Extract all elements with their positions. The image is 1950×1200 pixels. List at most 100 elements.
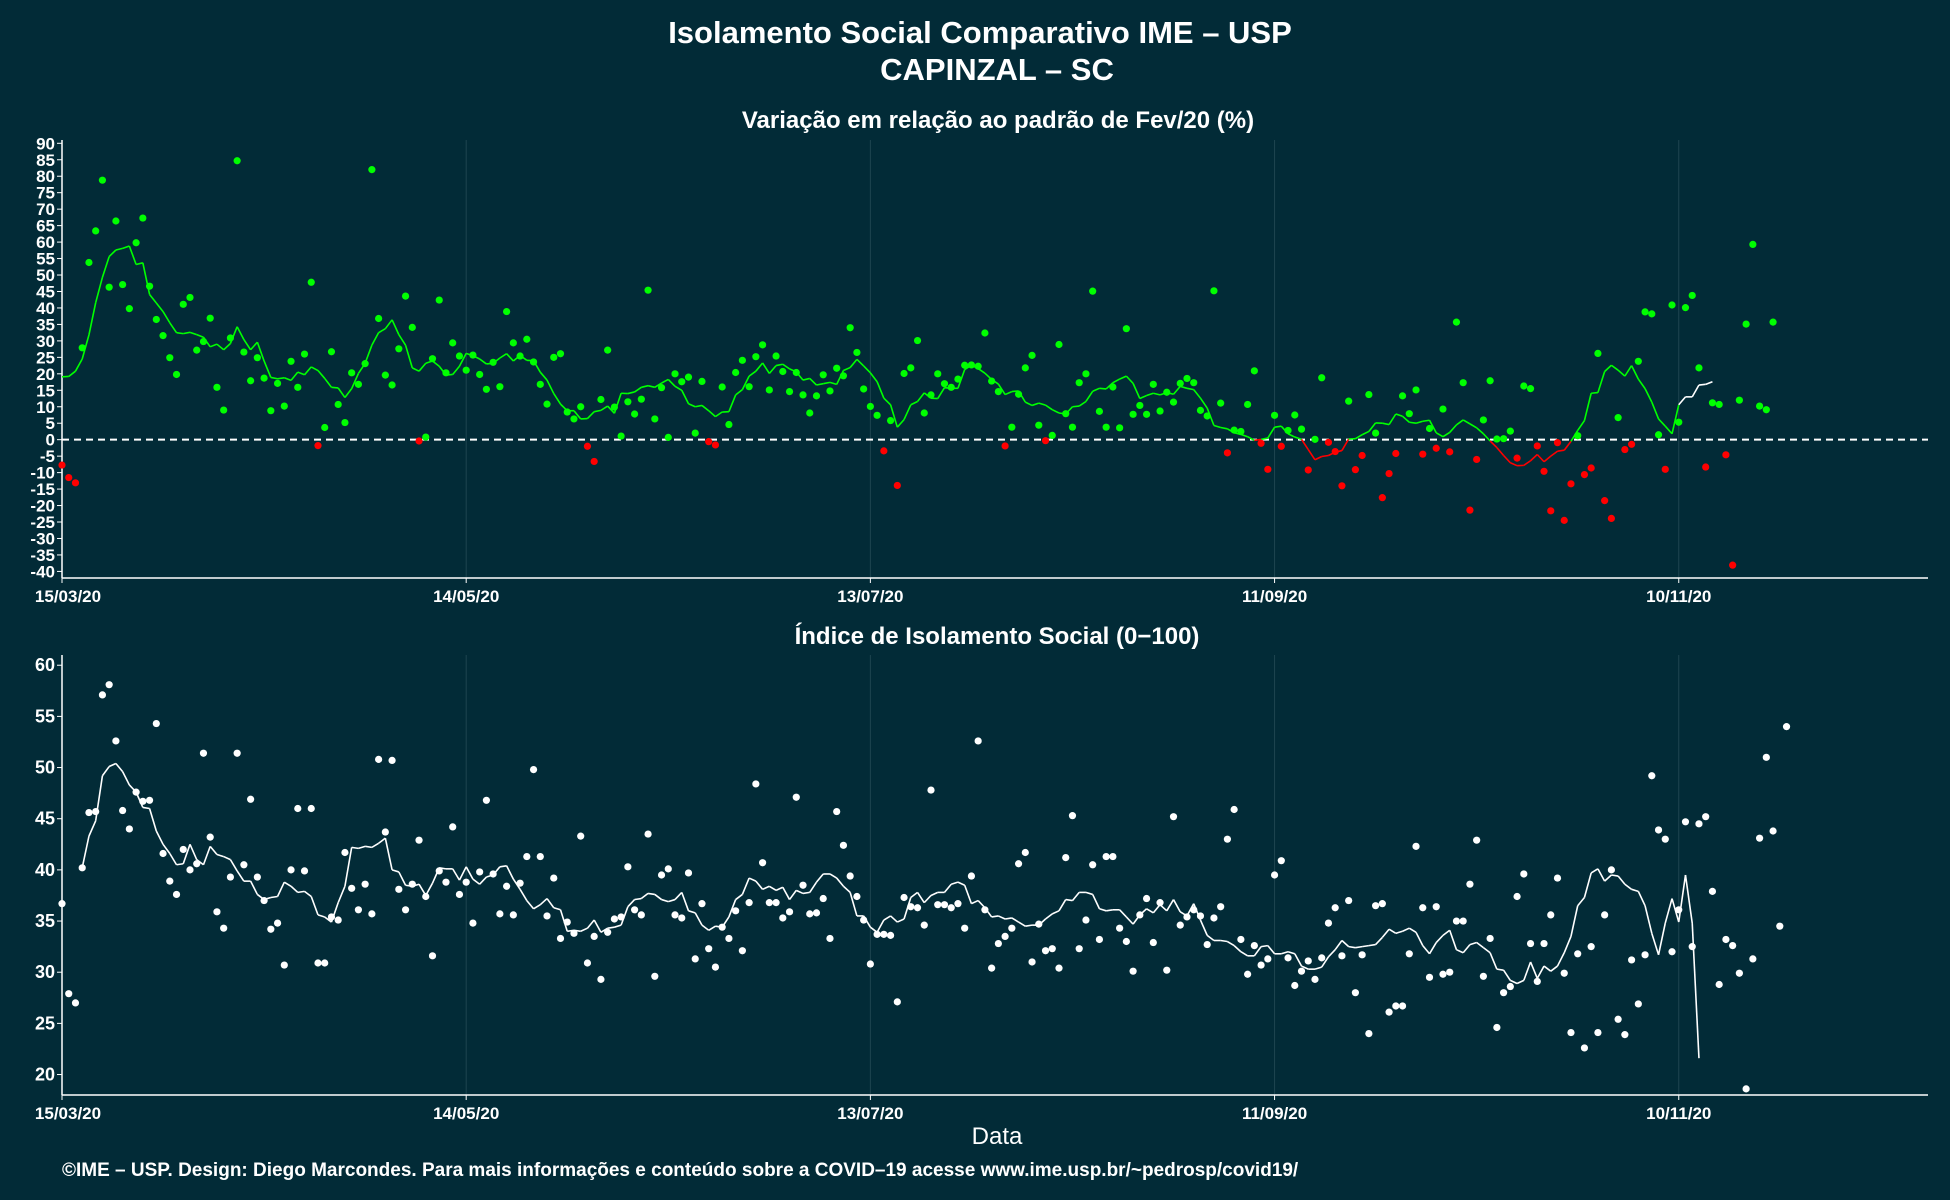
index-data-point xyxy=(664,865,672,873)
variation-data-point xyxy=(1540,467,1548,475)
variation-data-point xyxy=(657,384,666,392)
index-moving-average-segment xyxy=(1314,966,1322,970)
index-data-point xyxy=(213,908,221,916)
variation-data-point xyxy=(220,406,228,414)
index-moving-average-segment xyxy=(169,853,178,866)
variation-data-point xyxy=(287,357,295,365)
index-moving-average-segment xyxy=(741,877,750,895)
index-data-point xyxy=(125,825,133,833)
variation-data-point xyxy=(1520,382,1528,390)
index-data-point xyxy=(1452,917,1461,925)
variation-moving-average-segment xyxy=(236,326,245,340)
index-moving-average-segment xyxy=(1025,924,1033,927)
index-data-point xyxy=(1264,955,1272,963)
variation-moving-average-segment xyxy=(1260,437,1268,441)
index-moving-average-segment xyxy=(384,837,393,871)
variation-data-point xyxy=(758,341,767,349)
index-data-point xyxy=(1223,835,1232,843)
variation-moving-average-segment xyxy=(310,366,319,372)
variation-data-point xyxy=(1116,424,1124,432)
variation-data-point xyxy=(1547,507,1555,515)
index-data-point xyxy=(1257,961,1265,969)
index-moving-average-segment xyxy=(1657,922,1667,955)
variation-moving-average-segment xyxy=(1172,385,1181,395)
index-moving-average-segment xyxy=(1664,898,1673,924)
index-data-point xyxy=(1627,956,1636,964)
index-data-point xyxy=(1688,943,1696,951)
variation-moving-average-segment xyxy=(1630,365,1640,380)
index-data-point xyxy=(846,872,854,880)
index-moving-average-segment xyxy=(283,881,292,887)
variation-moving-average-segment xyxy=(809,377,818,386)
index-data-point xyxy=(516,879,524,887)
index-moving-average-segment xyxy=(1106,908,1114,912)
variation-data-point xyxy=(1688,291,1696,300)
variation-y-tick-label: 65 xyxy=(36,217,55,236)
variation-y-tick-label: -30 xyxy=(30,529,55,548)
variation-data-point xyxy=(334,400,342,409)
index-data-point xyxy=(220,924,228,932)
index-data-point xyxy=(792,793,800,801)
variation-data-point xyxy=(556,350,565,358)
variation-data-point xyxy=(1702,463,1710,471)
variation-data-point xyxy=(1041,437,1050,445)
index-data-point xyxy=(1594,1028,1602,1037)
index-data-point xyxy=(1372,902,1380,910)
index-moving-average-segment xyxy=(1348,945,1356,949)
index-data-point xyxy=(119,806,127,815)
variation-data-point xyxy=(1035,421,1043,429)
index-moving-average-segment xyxy=(209,845,218,856)
variation-data-point xyxy=(1142,410,1151,418)
variation-data-point xyxy=(907,364,915,372)
variation-data-point xyxy=(1466,506,1474,514)
variation-data-point xyxy=(92,227,100,235)
variation-data-point xyxy=(1769,318,1777,326)
index-moving-average-segment xyxy=(1125,916,1134,925)
index-moving-average-segment xyxy=(836,877,845,887)
variation-moving-average-segment xyxy=(1482,433,1491,442)
variation-data-point xyxy=(199,337,208,346)
variation-y-tick-label: -35 xyxy=(30,546,55,565)
index-moving-average-segment xyxy=(1536,965,1545,979)
index-data-point xyxy=(772,899,780,907)
variation-data-point xyxy=(1580,470,1589,479)
variation-data-point xyxy=(1526,385,1535,393)
index-moving-average-segment xyxy=(310,896,319,916)
variation-data-point xyxy=(1176,379,1184,387)
variation-data-point xyxy=(1068,423,1077,431)
index-data-point xyxy=(1297,967,1306,975)
variation-moving-average-segment xyxy=(1267,426,1276,439)
index-data-point xyxy=(273,919,282,927)
variation-moving-average-segment xyxy=(1341,438,1350,451)
index-y-tick-label: 35 xyxy=(35,911,55,931)
variation-data-point xyxy=(913,336,922,345)
index-moving-average-segment xyxy=(1651,933,1660,956)
variation-data-point xyxy=(806,409,814,417)
variation-data-point xyxy=(233,157,241,165)
variation-data-point xyxy=(449,339,457,347)
index-data-point xyxy=(806,910,814,918)
variation-moving-average-segment xyxy=(647,384,655,389)
index-moving-average-segment xyxy=(324,916,332,923)
top-panel-title: Variação em relação ao padrão de Fev/20 … xyxy=(742,107,1254,134)
index-data-point xyxy=(617,913,625,921)
variation-data-point xyxy=(1156,407,1164,415)
index-data-point xyxy=(1217,903,1225,911)
index-data-point xyxy=(1014,860,1023,868)
variation-data-point xyxy=(1446,448,1454,456)
variation-data-point xyxy=(71,479,80,487)
index-data-point xyxy=(657,871,666,879)
variation-data-point xyxy=(375,314,383,323)
variation-data-point xyxy=(1392,449,1400,458)
variation-data-point xyxy=(799,391,807,399)
variation-moving-average-segment xyxy=(270,376,278,380)
x-axis-title: Data xyxy=(972,1123,1023,1150)
variation-data-point xyxy=(354,380,363,388)
variation-data-point xyxy=(509,339,517,347)
variation-data-point xyxy=(630,410,639,418)
variation-moving-average-segment xyxy=(1462,419,1471,425)
index-data-point xyxy=(159,849,167,858)
variation-data-point xyxy=(543,400,551,408)
variation-moving-average-segment xyxy=(331,386,339,389)
index-moving-average-segment xyxy=(148,808,158,832)
